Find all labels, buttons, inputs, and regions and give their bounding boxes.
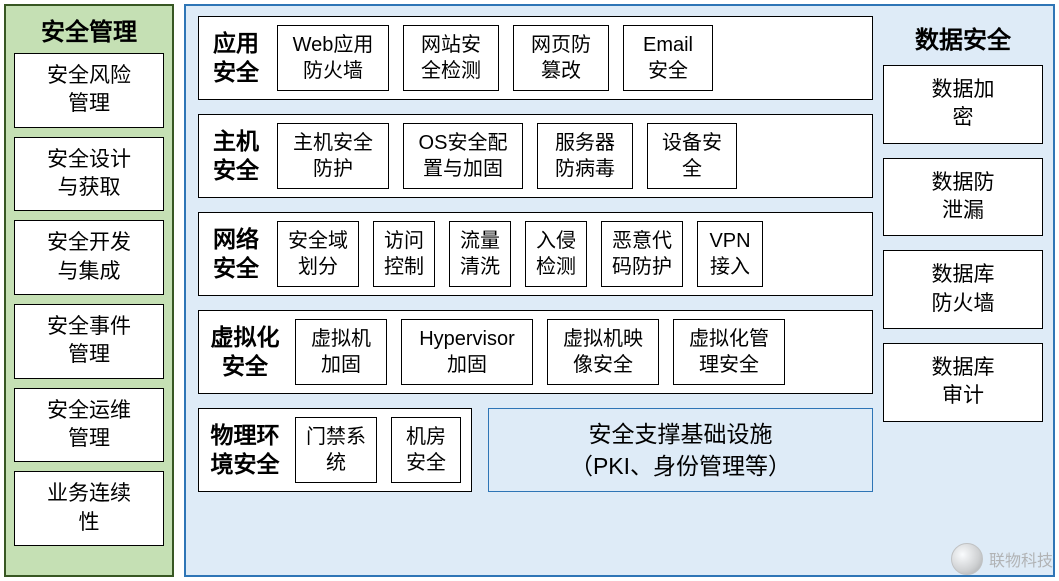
row-items: 虚拟机 加固Hypervisor 加固虚拟机映 像安全虚拟化管 理安全 — [295, 319, 862, 385]
cell: Web应用 防火墙 — [277, 25, 389, 91]
row-title: 主机 安全 — [209, 127, 263, 185]
cell: 机房 安全 — [391, 417, 461, 483]
cell: 网页防 篡改 — [513, 25, 609, 91]
row-items: 安全域 划分访问 控制流量 清洗入侵 检测恶意代 码防护VPN 接入 — [277, 221, 862, 287]
cell: 主机安全 防护 — [277, 123, 389, 189]
watermark-logo-icon — [951, 543, 983, 575]
cell: OS安全配 置与加固 — [403, 123, 523, 189]
right-items: 数据加密 数据防泄漏 数据库防火墙 数据库审计 — [883, 65, 1043, 422]
cell: 安全域 划分 — [277, 221, 359, 287]
cell: Email 安全 — [623, 25, 713, 91]
security-architecture-diagram: 安全管理 安全风险管理 安全设计与获取 安全开发与集成 安全事件管理 安全运维管… — [0, 0, 1059, 581]
watermark: 联物科技 — [951, 543, 1053, 575]
physical-env-group: 物理环 境安全 门禁系 统机房 安全 — [198, 408, 472, 492]
right-column-data-security: 数据安全 数据加密 数据防泄漏 数据库防火墙 数据库审计 — [883, 16, 1043, 565]
watermark-text: 联物科技 — [989, 547, 1053, 571]
cell: 设备安 全 — [647, 123, 737, 189]
row-items: 主机安全 防护OS安全配 置与加固服务器 防病毒设备安 全 — [277, 123, 862, 189]
infra-line2: （PKI、身份管理等） — [570, 450, 791, 482]
cell: 流量 清洗 — [449, 221, 511, 287]
cell: 服务器 防病毒 — [537, 123, 633, 189]
row-title: 虚拟化 安全 — [209, 323, 281, 381]
left-title: 安全管理 — [41, 12, 137, 47]
infrastructure-box: 安全支撑基础设施 （PKI、身份管理等） — [488, 408, 873, 492]
infra-line1: 安全支撑基础设施 — [589, 418, 773, 450]
left-item: 安全开发与集成 — [14, 220, 164, 295]
row-items: Web应用 防火墙网站安 全检测网页防 篡改Email 安全 — [277, 25, 862, 91]
cell: Hypervisor 加固 — [401, 319, 533, 385]
center-stack: 应用 安全Web应用 防火墙网站安 全检测网页防 篡改Email 安全主机 安全… — [198, 16, 873, 565]
left-item: 业务连续性 — [14, 471, 164, 546]
cell: 网站安 全检测 — [403, 25, 499, 91]
left-item: 安全事件管理 — [14, 304, 164, 379]
cell: 门禁系 统 — [295, 417, 377, 483]
right-item: 数据库审计 — [883, 343, 1043, 422]
main-column: 应用 安全Web应用 防火墙网站安 全检测网页防 篡改Email 安全主机 安全… — [184, 4, 1055, 577]
row-group: 主机 安全主机安全 防护OS安全配 置与加固服务器 防病毒设备安 全 — [198, 114, 873, 198]
row-items: 门禁系 统机房 安全 — [295, 417, 461, 483]
cell: 虚拟机映 像安全 — [547, 319, 659, 385]
row-group: 应用 安全 Web应用 防火墙网站安 全检测网页防 篡改Email 安全 — [198, 16, 873, 100]
right-item: 数据防泄漏 — [883, 158, 1043, 237]
row-title: 应用 安全 — [209, 29, 263, 87]
row-group: 虚拟化 安全虚拟机 加固Hypervisor 加固虚拟机映 像安全虚拟化管 理安… — [198, 310, 873, 394]
left-items: 安全风险管理 安全设计与获取 安全开发与集成 安全事件管理 安全运维管理 业务连… — [14, 53, 164, 546]
row-title: 网络 安全 — [209, 225, 263, 283]
cell: 入侵 检测 — [525, 221, 587, 287]
row-group: 网络 安全安全域 划分访问 控制流量 清洗入侵 检测恶意代 码防护VPN 接入 — [198, 212, 873, 296]
cell: 访问 控制 — [373, 221, 435, 287]
row-title: 物理环 境安全 — [209, 421, 281, 479]
left-item: 安全运维管理 — [14, 388, 164, 463]
cell: 恶意代 码防护 — [601, 221, 683, 287]
left-column-security-management: 安全管理 安全风险管理 安全设计与获取 安全开发与集成 安全事件管理 安全运维管… — [4, 4, 174, 577]
right-item: 数据库防火墙 — [883, 250, 1043, 329]
left-item: 安全设计与获取 — [14, 137, 164, 212]
cell: 虚拟化管 理安全 — [673, 319, 785, 385]
cell: 虚拟机 加固 — [295, 319, 387, 385]
left-item: 安全风险管理 — [14, 53, 164, 128]
right-title: 数据安全 — [883, 16, 1043, 55]
cell: VPN 接入 — [697, 221, 763, 287]
right-item: 数据加密 — [883, 65, 1043, 144]
bottom-row: 物理环 境安全 门禁系 统机房 安全 安全支撑基础设施 （PKI、身份管理等） — [198, 408, 873, 492]
